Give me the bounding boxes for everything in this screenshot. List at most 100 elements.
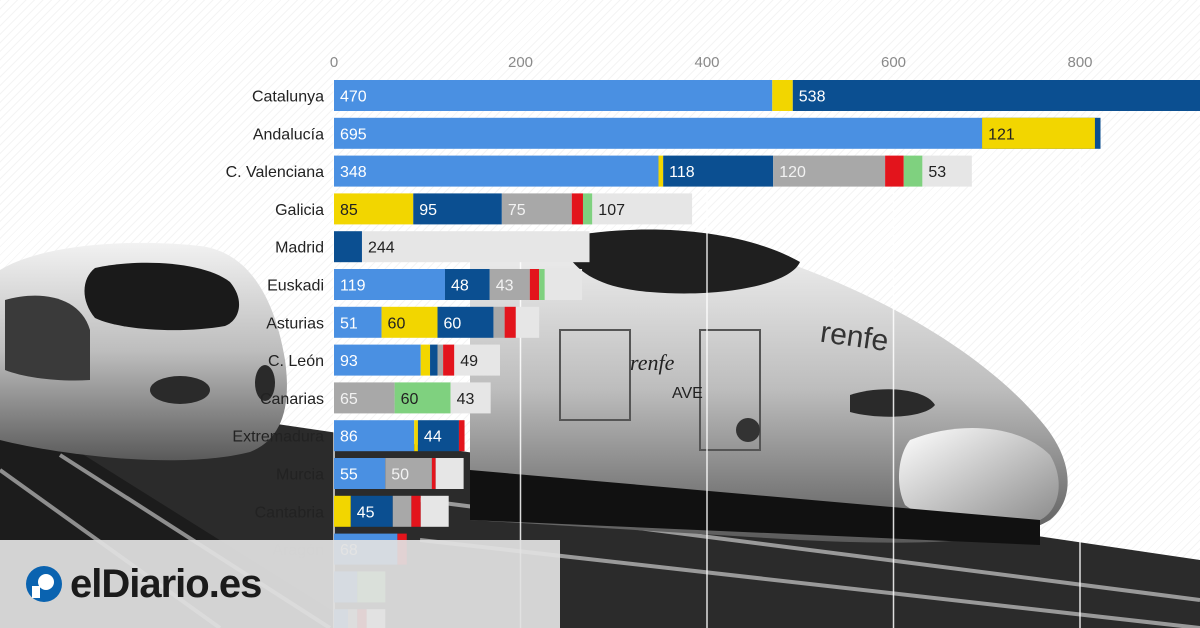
bar-segment (392, 495, 412, 527)
data-label: 60 (388, 315, 406, 332)
ave-train-text: AVE (672, 385, 703, 402)
bar-segment (385, 458, 432, 489)
bar-segment (361, 231, 590, 263)
brand-band (0, 540, 560, 628)
data-label: 119 (340, 278, 366, 295)
bar-segment (443, 344, 455, 376)
bar-segment (334, 80, 773, 111)
data-label: 55 (340, 467, 358, 484)
category-label: Cantabria (255, 504, 324, 521)
bar-segment (334, 344, 421, 376)
x-tick-label: 400 (694, 54, 719, 71)
data-label: 348 (340, 164, 367, 181)
bar-segment (334, 193, 414, 225)
bar-segment (772, 80, 793, 111)
data-label: 53 (928, 164, 946, 181)
bar-segment (394, 382, 451, 414)
bar-segment (334, 382, 395, 414)
bars: 4705386951273481181205385957510724411948… (334, 80, 1200, 628)
bar-segment (334, 231, 362, 263)
data-label: 75 (508, 202, 526, 219)
bar-segment (504, 306, 516, 338)
x-tick-label: 800 (1067, 54, 1092, 71)
data-label: 538 (799, 89, 826, 106)
bar-segment (431, 458, 436, 489)
eldiario-logo-icon (26, 566, 62, 602)
category-label: Galicia (275, 202, 324, 219)
category-label: Catalunya (252, 89, 324, 106)
data-label: 120 (779, 164, 806, 181)
data-label: 93 (340, 353, 358, 370)
category-label: Euskadi (267, 278, 324, 295)
data-label: 60 (444, 315, 462, 332)
data-label: 48 (451, 278, 469, 295)
data-label: 244 (368, 240, 395, 257)
bar-segment (493, 306, 505, 338)
data-label: 470 (340, 89, 367, 106)
bar-segment (663, 155, 774, 187)
bar-segment (411, 495, 421, 527)
ave-train-icon: renfe AVE renfe (470, 229, 1068, 545)
bar-segment (334, 458, 386, 489)
bar-segment (885, 155, 904, 187)
axis-ticks: 0 200 400 600 800 (330, 54, 1093, 71)
bar-segment (381, 306, 438, 338)
bar-segment (982, 117, 1095, 149)
bar-segment (334, 117, 983, 149)
bar-segment (515, 306, 540, 338)
data-label: 85 (340, 202, 358, 219)
category-label: Extremadura (232, 429, 324, 446)
bar-segment (435, 458, 464, 489)
bar-segment (334, 495, 351, 527)
bar-segment (437, 344, 444, 376)
bar-segment (430, 344, 438, 376)
bar-segment (454, 344, 500, 376)
data-label: 695 (340, 126, 367, 143)
category-label: Andalucía (253, 126, 324, 143)
data-label: 43 (496, 278, 514, 295)
category-label: Asturias (266, 315, 324, 332)
data-label: 45 (357, 504, 375, 521)
bar-segment (539, 269, 545, 300)
bar-segment (420, 495, 449, 527)
data-label: 51 (340, 315, 358, 332)
bar-segment (334, 306, 382, 338)
bar-segment (658, 155, 664, 187)
data-label: 43 (457, 391, 475, 408)
bar-segment (544, 269, 583, 300)
category-label: Madrid (275, 240, 324, 257)
bar-segment (592, 193, 693, 225)
bar-segment (792, 80, 1200, 111)
bar-segment (501, 193, 572, 225)
data-label: 95 (419, 202, 437, 219)
data-label: 118 (669, 164, 695, 181)
bar-segment (414, 420, 418, 452)
bar-segment (334, 269, 445, 300)
bar-segment (489, 269, 530, 300)
data-label: 49 (460, 353, 478, 370)
brand-logo[interactable]: elDiario.es (24, 558, 262, 610)
data-label: 86 (340, 429, 358, 446)
data-label: 107 (598, 202, 625, 219)
x-tick-label: 0 (330, 54, 338, 71)
bar-segment (529, 269, 540, 300)
x-tick-label: 200 (508, 54, 533, 71)
bar-segment (350, 495, 393, 527)
data-label: 65 (340, 391, 358, 408)
data-label: 60 (401, 391, 419, 408)
bar-segment (334, 155, 659, 187)
category-label: Canarias (260, 391, 324, 408)
x-tick-label: 600 (881, 54, 906, 71)
brand-name: elDiario.es (70, 561, 262, 606)
bar-segment (444, 269, 490, 300)
data-label: 121 (988, 126, 1015, 143)
category-labels: Catalunya Andalucía C. Valenciana Galicia Ma… (226, 89, 325, 560)
data-label: 50 (391, 467, 409, 484)
bar-segment (420, 344, 431, 376)
bar-segment (417, 420, 459, 452)
data-label: 44 (424, 429, 442, 446)
bar-segment (334, 420, 415, 452)
category-label: Murcia (276, 467, 324, 484)
bar-segment (922, 155, 972, 187)
